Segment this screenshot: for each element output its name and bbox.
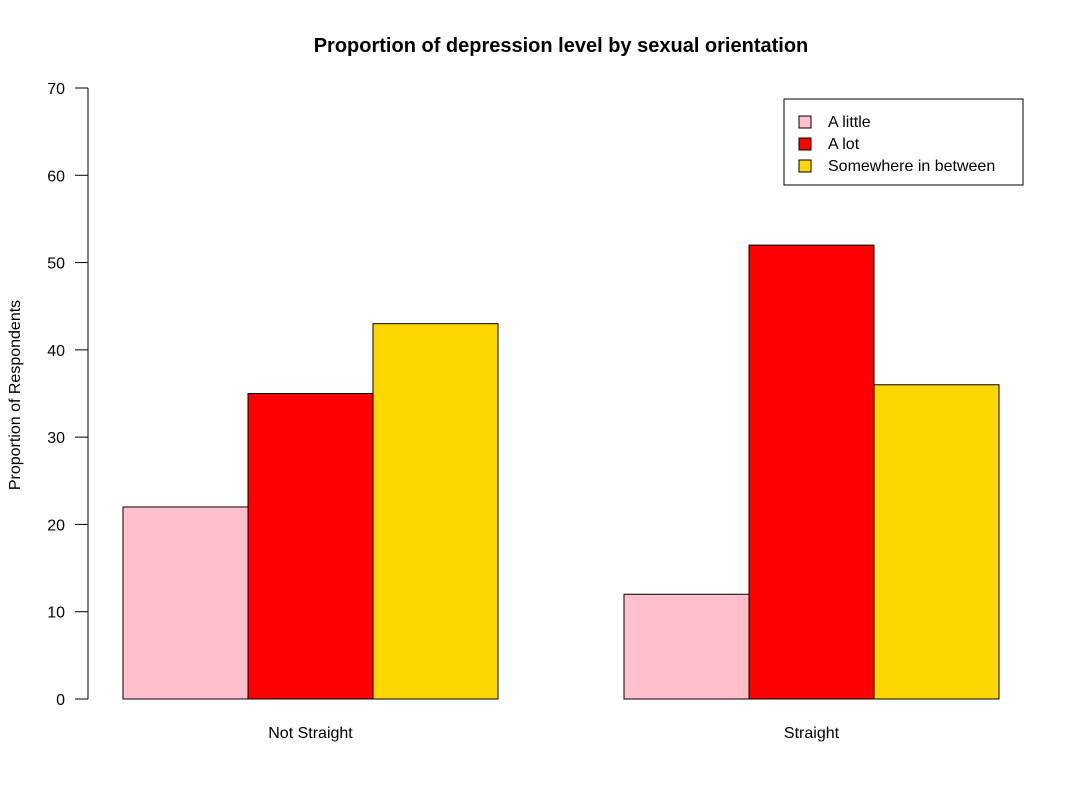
y-tick-label: 10	[47, 605, 65, 622]
x-category-label: Not Straight	[268, 725, 353, 742]
y-axis-label: Proportion of Respondents	[7, 300, 24, 490]
legend-label: Somewhere in between	[828, 158, 995, 175]
bar	[372, 323, 499, 700]
y-tick-label: 30	[47, 430, 65, 447]
y-tick-label: 0	[56, 692, 65, 709]
y-axis: 0 10 20 30 40 50 60 70	[47, 81, 89, 709]
bar	[748, 244, 875, 700]
legend-swatch	[798, 115, 812, 129]
x-category-label: Straight	[784, 725, 840, 742]
bar	[623, 593, 750, 700]
y-tick-label: 60	[47, 168, 65, 185]
legend-swatch	[798, 159, 812, 173]
bar	[873, 384, 1000, 700]
chart-title: Proportion of depression level by sexual…	[314, 35, 809, 57]
y-tick-label: 50	[47, 256, 65, 273]
y-tick-label: 70	[47, 81, 65, 98]
legend-label: A little	[828, 114, 871, 131]
legend: A little A lot Somewhere in between	[783, 98, 1024, 186]
y-tick-label: 40	[47, 343, 65, 360]
legend-swatch	[798, 137, 812, 151]
bar	[122, 506, 249, 700]
category-labels: Not Straight Straight	[268, 725, 839, 742]
bars-group	[122, 244, 1000, 700]
legend-label: A lot	[828, 136, 860, 153]
bar	[247, 393, 374, 700]
legend-box	[783, 98, 1024, 186]
y-tick-label: 20	[47, 517, 65, 534]
